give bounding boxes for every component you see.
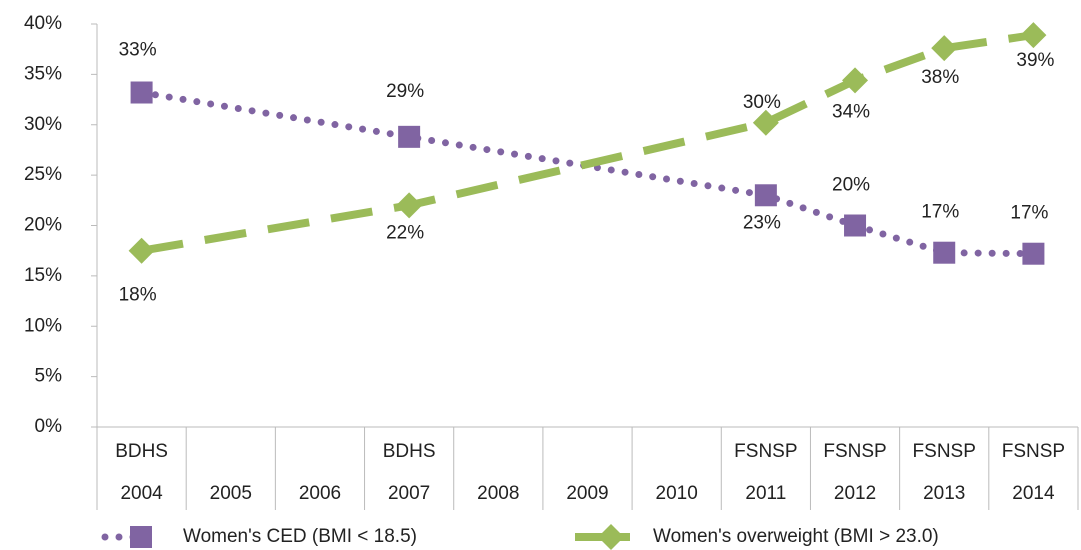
x-tick-label: 2009: [566, 483, 608, 504]
series-line: [138, 89, 1037, 258]
x-tick-label: 2008: [477, 483, 519, 504]
x-group-label: FSNSP: [913, 441, 976, 462]
data-label: 20%: [832, 175, 870, 196]
x-group-label: FSNSP: [734, 441, 797, 462]
legend-label: Women's CED (BMI < 18.5): [183, 526, 417, 547]
y-tick-label: 40%: [24, 13, 62, 34]
data-label: 30%: [743, 92, 781, 113]
data-label: 29%: [386, 81, 424, 102]
series-line: [140, 31, 1034, 255]
marker: [1022, 242, 1045, 265]
x-tick-label: 2004: [120, 483, 163, 504]
x-tick-label: 2007: [388, 483, 430, 504]
y-tick-label: 0%: [35, 416, 63, 437]
data-label: 38%: [921, 67, 959, 88]
marker: [598, 524, 624, 550]
data-label: 39%: [1016, 50, 1054, 71]
legend-label: Women's overweight (BMI > 23.0): [653, 526, 939, 547]
x-tick-label: 2012: [834, 483, 876, 504]
data-label: 17%: [921, 202, 959, 223]
x-tick-label: 2014: [1012, 483, 1055, 504]
y-tick-label: 15%: [24, 265, 62, 286]
marker: [752, 109, 779, 136]
y-tick-label: 5%: [35, 366, 63, 387]
marker: [931, 35, 958, 62]
data-label: 17%: [1010, 203, 1048, 224]
x-tick-label: 2013: [923, 483, 965, 504]
data-label: 34%: [832, 101, 870, 122]
data-label: 23%: [743, 212, 781, 233]
marker: [842, 67, 869, 94]
y-tick-label: 25%: [24, 164, 62, 185]
marker: [130, 526, 152, 548]
y-tick-label: 10%: [24, 315, 62, 336]
marker: [130, 81, 153, 104]
x-group-label: FSNSP: [1002, 441, 1065, 462]
x-tick-label: 2010: [656, 483, 698, 504]
data-label: 33%: [119, 40, 157, 61]
data-label: 18%: [119, 285, 157, 306]
marker: [754, 184, 777, 207]
marker: [398, 125, 421, 148]
x-tick-label: 2011: [745, 483, 786, 504]
marker: [844, 214, 867, 237]
x-tick-label: 2005: [210, 483, 252, 504]
marker: [396, 192, 423, 219]
marker: [933, 241, 956, 264]
x-tick-label: 2006: [299, 483, 341, 504]
y-tick-label: 30%: [24, 114, 62, 135]
marker: [128, 237, 155, 264]
data-label: 22%: [386, 222, 424, 243]
x-group-label: FSNSP: [823, 441, 886, 462]
x-group-label: BDHS: [383, 441, 436, 462]
marker: [1020, 22, 1047, 49]
y-tick-label: 20%: [24, 215, 62, 236]
y-tick-label: 35%: [24, 63, 62, 84]
x-group-label: BDHS: [115, 441, 168, 462]
